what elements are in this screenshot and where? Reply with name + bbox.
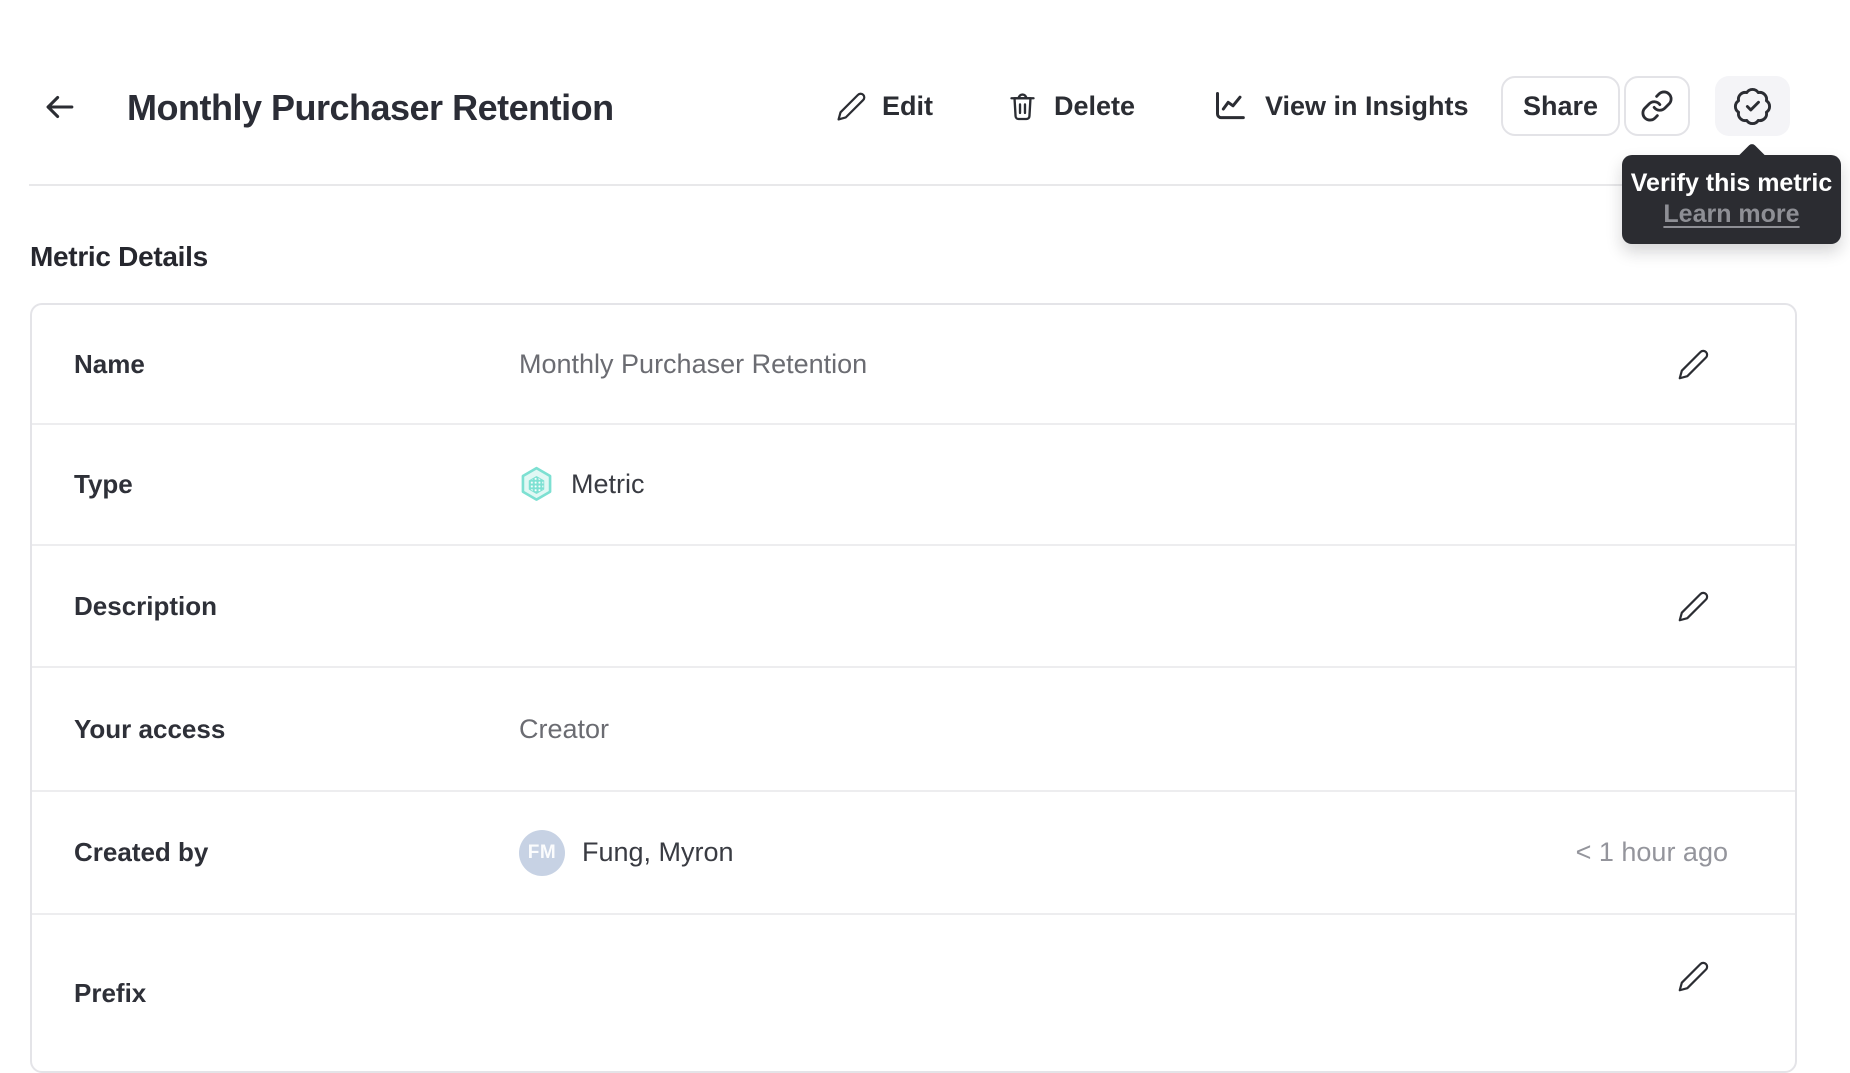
- detail-row-prefix: Prefix: [32, 915, 1795, 1071]
- edit-name-button[interactable]: [1676, 347, 1710, 381]
- avatar: FM: [519, 829, 565, 876]
- edit-button[interactable]: Edit: [836, 76, 933, 136]
- verify-metric-button[interactable]: [1715, 76, 1790, 136]
- share-label: Share: [1522, 90, 1599, 121]
- row-label: Description: [74, 590, 218, 621]
- copy-link-button[interactable]: [1624, 76, 1690, 136]
- metric-hexagon-icon: [519, 466, 554, 504]
- share-button[interactable]: Share: [1501, 76, 1620, 136]
- view-in-insights-label: View in Insights: [1265, 90, 1469, 121]
- row-value: Fung, Myron: [582, 837, 734, 867]
- back-button[interactable]: [36, 84, 84, 130]
- verify-tooltip: Verify this metric Learn more: [1622, 155, 1841, 244]
- row-label: Your access: [74, 713, 226, 744]
- row-label: Prefix: [74, 977, 147, 1008]
- pencil-icon: [836, 91, 867, 122]
- edit-label: Edit: [882, 90, 933, 121]
- detail-row-name: Name Monthly Purchaser Retention: [32, 305, 1795, 425]
- view-in-insights-button[interactable]: View in Insights: [1210, 76, 1469, 136]
- pencil-icon: [1677, 960, 1710, 993]
- delete-label: Delete: [1054, 90, 1136, 121]
- row-label: Name: [74, 348, 145, 379]
- edit-description-button[interactable]: [1676, 589, 1710, 623]
- page-title: Monthly Purchaser Retention: [127, 87, 614, 128]
- row-value: Monthly Purchaser Retention: [519, 348, 868, 379]
- row-label: Type: [74, 469, 133, 499]
- row-label: Created by: [74, 837, 209, 867]
- learn-more-link[interactable]: Learn more: [1663, 200, 1800, 228]
- row-value: Creator: [519, 713, 610, 744]
- pencil-icon: [1677, 590, 1710, 623]
- line-chart-icon: [1210, 86, 1250, 126]
- edit-prefix-button[interactable]: [1676, 959, 1710, 993]
- metric-details-page: Monthly Purchaser Retention Edit Delete: [0, 0, 1850, 1010]
- section-title: Metric Details: [30, 241, 208, 272]
- arrow-left-icon: [41, 88, 79, 126]
- detail-row-created-by: Created by FM Fung, Myron < 1 hour ago: [32, 792, 1795, 915]
- tooltip-title: Verify this metric: [1630, 169, 1833, 197]
- header-divider: [29, 184, 1821, 186]
- detail-row-type: Type Metric: [32, 425, 1795, 546]
- row-value: Metric: [571, 469, 645, 499]
- detail-row-description: Description: [32, 546, 1795, 668]
- verified-badge-icon: [1732, 86, 1773, 127]
- link-icon: [1640, 89, 1674, 123]
- detail-row-your-access: Your access Creator: [32, 668, 1795, 792]
- trash-icon: [1006, 90, 1039, 123]
- delete-button[interactable]: Delete: [1006, 76, 1135, 136]
- metric-details-card: Name Monthly Purchaser Retention Type: [30, 303, 1797, 1073]
- pencil-icon: [1677, 348, 1710, 381]
- created-timestamp: < 1 hour ago: [1575, 837, 1728, 867]
